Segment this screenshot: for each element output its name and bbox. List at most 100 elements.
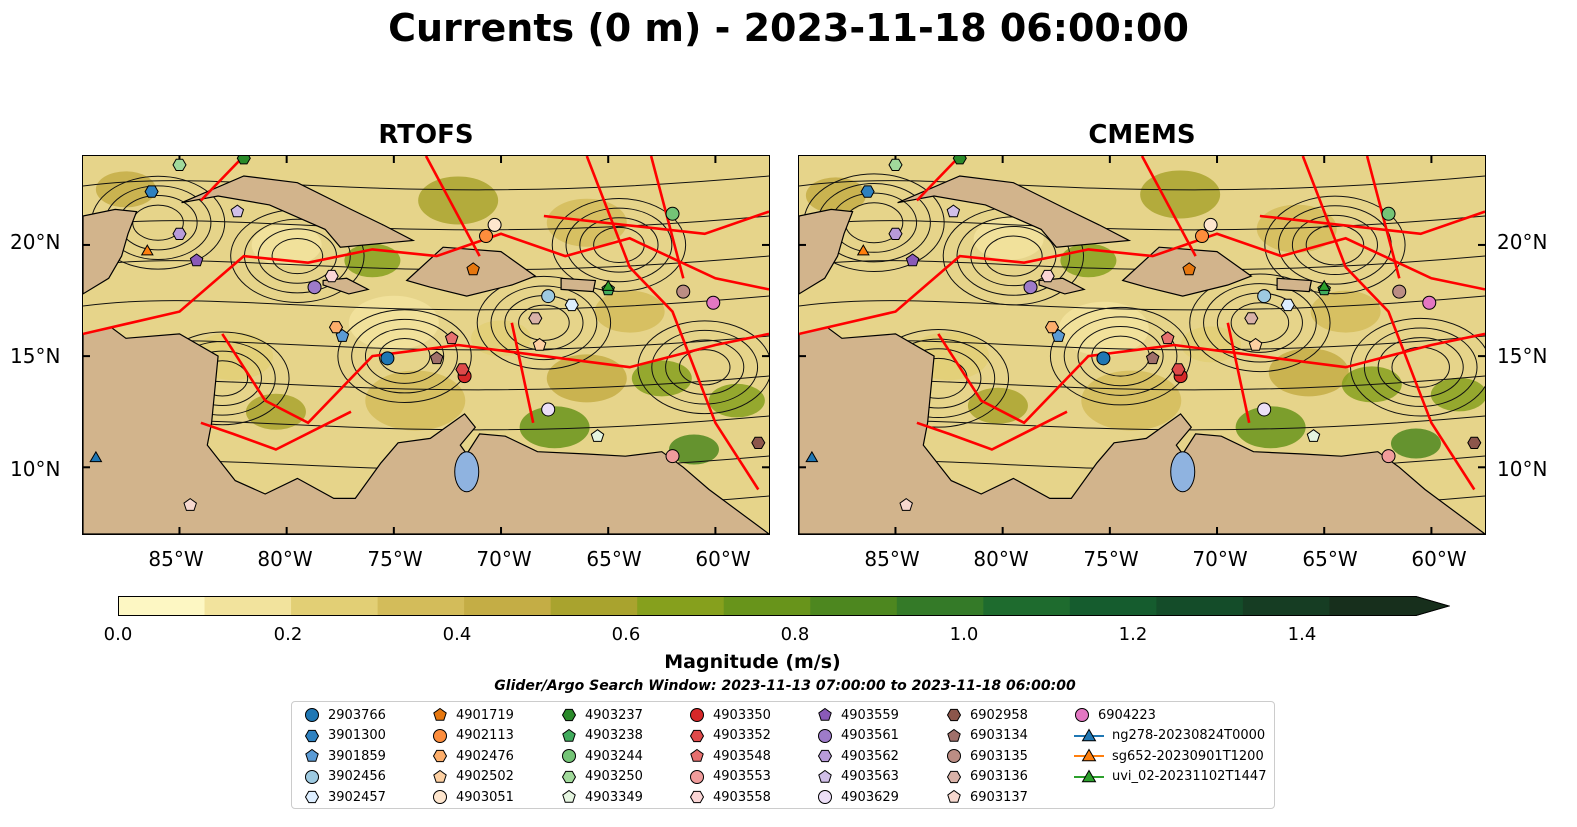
colorbar-segment <box>550 596 638 616</box>
yucatan <box>83 208 138 295</box>
streamline <box>651 329 759 405</box>
speed-patch <box>973 217 1044 260</box>
float-marker-6904223 <box>1422 295 1437 310</box>
legend-marker-4903238 <box>562 728 576 742</box>
legend-symbol <box>947 749 961 763</box>
legend-item-4901719: 4901719 <box>432 705 514 725</box>
speed-patch <box>365 370 466 431</box>
legend-marker-3901859 <box>305 748 319 762</box>
lon-label-70w-rtofs: 70°W <box>476 547 532 571</box>
streamline <box>83 295 769 311</box>
jamaica <box>1038 277 1086 295</box>
legend-symbol <box>818 707 832 721</box>
legend-symbol <box>305 748 319 762</box>
legend-item-6902958: 6902958 <box>946 705 1028 725</box>
legend-label: 4902113 <box>456 728 514 743</box>
legend-label: 4903238 <box>585 728 643 743</box>
float-marker-4903553 <box>1381 449 1396 464</box>
streamline <box>799 295 1485 311</box>
float-marker-6903135 <box>1392 284 1407 299</box>
speed-patch <box>668 434 719 465</box>
legend-marker-4903553 <box>690 769 704 784</box>
speed-patch <box>348 295 439 350</box>
colorbar <box>118 596 1450 616</box>
legend-item-4903352: 4903352 <box>689 726 771 746</box>
legend-label: 3902457 <box>328 789 386 805</box>
lat-label-10n-right: 10°N <box>1497 457 1548 481</box>
speed-patch <box>594 290 665 333</box>
float-marker-4901719 <box>466 262 480 276</box>
float-marker-3902456 <box>541 289 556 304</box>
legend-item-4903350: 4903350 <box>689 705 771 725</box>
eez-line <box>916 410 1068 451</box>
legend-label: 6902958 <box>970 707 1028 723</box>
colorbar-tick-4: 0.8 <box>780 624 810 645</box>
legend-label: 4903352 <box>713 728 771 743</box>
streamline <box>1264 195 1406 295</box>
legend-marker-4903629 <box>818 790 832 804</box>
legend-item-4903244: 4903244 <box>561 746 643 766</box>
legend-marker-4903548 <box>690 748 704 762</box>
speed-patch <box>418 176 499 225</box>
legend-symbol <box>946 770 962 783</box>
legend-label: ng278-20230824T0000 <box>1112 728 1266 743</box>
colorbar-segment <box>118 596 206 616</box>
float-marker-3901300 <box>860 185 875 198</box>
legend-symbol <box>1075 708 1089 722</box>
legend-label: sg652-20230901T1200 <box>1112 748 1264 764</box>
legend-symbol <box>561 770 577 783</box>
float-marker-4903548 <box>1160 331 1175 345</box>
lat-label-15n-right: 15°N <box>1497 344 1548 368</box>
float-marker-3902457 <box>564 298 579 312</box>
eez-line <box>1140 156 1197 257</box>
legend-marker-4903352 <box>689 729 705 742</box>
legend-item-ng278-20230824T0000: ng278-20230824T0000 <box>1074 726 1265 746</box>
streamline <box>678 349 731 386</box>
colorbar-segment <box>637 596 725 616</box>
streamline <box>1291 214 1378 276</box>
lake-maracaibo <box>1170 451 1196 493</box>
streamline <box>565 207 673 283</box>
float-marker-6903137 <box>183 497 197 511</box>
colorbar-segment <box>204 596 292 616</box>
legend-marker-4902113 <box>433 728 447 743</box>
legend-label: 4903237 <box>585 707 643 723</box>
legend-item-3901859: 3901859 <box>304 746 386 766</box>
legend-marker-4902502 <box>433 769 447 783</box>
land <box>799 175 1485 534</box>
float-marker-4903051 <box>487 217 502 232</box>
legend-marker-6903136 <box>946 770 962 783</box>
legend-symbol <box>433 769 447 783</box>
legend: 2903766 3901300 3901859 3902456 3902457 49017… <box>291 701 1275 809</box>
legend-item-4903250: 4903250 <box>561 767 643 787</box>
legend-label: 6903137 <box>970 789 1028 805</box>
float-marker-4903559 <box>189 253 204 267</box>
eez-line <box>199 156 245 202</box>
legend-label: 3902456 <box>328 769 386 784</box>
colorbar-tick-7: 1.4 <box>1287 624 1317 645</box>
legend-symbol <box>946 708 962 722</box>
legend-label: 3901300 <box>328 728 386 743</box>
streamline <box>1049 306 1192 406</box>
float-marker-6903134 <box>429 351 444 365</box>
eez-line <box>915 156 961 202</box>
legend-marker-4903559 <box>818 707 832 721</box>
float-marker-4903237 <box>236 156 251 165</box>
speed-patch <box>1390 428 1441 459</box>
legend-item-4903561: 4903561 <box>817 726 899 746</box>
float-marker-4903558 <box>1040 269 1055 283</box>
legend-label: 2903766 <box>328 707 386 723</box>
float-marker-4902476 <box>1044 321 1060 334</box>
legend-marker-4903558 <box>689 790 705 804</box>
float-marker-6903134 <box>1145 351 1160 365</box>
lon-label-60w-cmems: 60°W <box>1411 547 1467 571</box>
float-marker-4902502 <box>1248 337 1263 351</box>
streamline <box>364 328 445 384</box>
legend-marker-4902476 <box>432 749 448 763</box>
float-marker-4903559 <box>905 253 920 267</box>
float-marker-ng278-20230824T0000 <box>805 450 819 463</box>
lon-label-85w-cmems: 85°W <box>864 547 920 571</box>
float-marker-4901719 <box>1182 262 1196 276</box>
float-marker-4903244 <box>1381 206 1396 221</box>
south-central-america <box>799 326 1485 534</box>
